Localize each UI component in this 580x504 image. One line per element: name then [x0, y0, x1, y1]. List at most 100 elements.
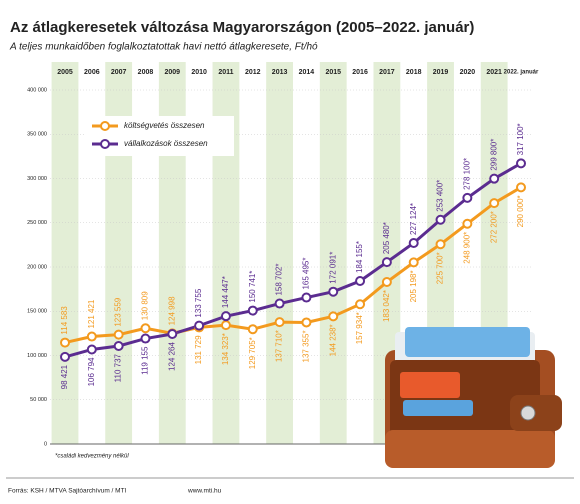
y-tick-label: 400 000 — [27, 87, 47, 93]
value-label: 183 042* — [382, 290, 391, 322]
stripe — [51, 62, 79, 444]
point — [220, 320, 231, 331]
value-label: 184 155* — [355, 241, 364, 273]
y-tick-label: 150 000 — [27, 309, 47, 315]
point — [328, 286, 339, 297]
point — [408, 257, 419, 268]
point — [140, 333, 151, 344]
point — [247, 324, 258, 335]
value-label: 137 710* — [275, 330, 284, 362]
value-label: 150 741* — [248, 271, 257, 303]
value-label: 134 323* — [221, 333, 230, 365]
x-tick-label: 2017 — [379, 69, 395, 76]
value-label: 165 495* — [302, 258, 311, 290]
point — [381, 277, 392, 288]
x-tick-label: 2014 — [299, 69, 315, 76]
point — [462, 218, 473, 229]
legend-marker — [100, 139, 110, 149]
value-label: 205 480* — [382, 222, 391, 254]
point — [381, 257, 392, 268]
point — [328, 311, 339, 322]
value-label: 225 700* — [436, 252, 445, 284]
legend: költségvetés összesen vállalkozások össze… — [84, 116, 234, 156]
plot: 2005 2006 2007 2008 2009 2010 2011 2012 2013 2014… — [27, 69, 539, 448]
point — [113, 340, 124, 351]
x-tick-label: 2021 — [486, 69, 502, 76]
point — [140, 323, 151, 334]
x-tick-label: 2012 — [245, 69, 261, 76]
value-label: 98 421 — [60, 364, 69, 389]
legend-label: költségvetés összesen — [124, 121, 205, 130]
y-tick-label: 200 000 — [27, 264, 47, 270]
x-tick-label: 2006 — [84, 69, 100, 76]
value-label: 119 155 — [141, 346, 150, 375]
stripe — [319, 62, 347, 444]
y-tick-label: 350 000 — [27, 132, 47, 138]
value-label: 253 400* — [436, 180, 445, 212]
note: *családi kedvezmény nélkül — [55, 454, 129, 460]
value-label: 144 447* — [221, 276, 230, 308]
point — [86, 344, 97, 355]
website: www.mti.hu — [187, 488, 222, 495]
point — [220, 311, 231, 322]
wallet-illustration — [385, 327, 562, 468]
x-tick-label: 2018 — [406, 69, 422, 76]
point — [489, 198, 500, 209]
point — [516, 158, 526, 169]
point — [408, 237, 419, 248]
point — [301, 292, 312, 303]
y-tick-label: 100 000 — [27, 353, 47, 359]
value-label: 317 100* — [516, 123, 525, 155]
point — [247, 305, 258, 316]
x-tick-label: 2007 — [111, 69, 127, 76]
point — [60, 351, 70, 362]
x-tick-label: 2011 — [218, 69, 233, 76]
point — [60, 337, 70, 348]
value-label: 299 800* — [489, 139, 498, 171]
value-label: 205 198* — [409, 270, 418, 302]
point — [355, 276, 366, 287]
value-label: 137 355* — [302, 330, 311, 362]
value-label: 157 934* — [355, 312, 364, 344]
stripe — [266, 62, 293, 444]
x-tick-label: 2008 — [138, 69, 154, 76]
x-tick-label: 2013 — [272, 69, 288, 76]
value-label: 227 124* — [409, 203, 418, 235]
x-tick-label: 2010 — [191, 69, 207, 76]
value-label: 272 200* — [489, 211, 498, 243]
x-tick-label: 2022. január — [504, 70, 539, 76]
x-tick-label: 2015 — [325, 69, 341, 76]
source: Forrás: KSH / MTVA Sajtóarchívum / MTI — [8, 488, 127, 495]
point — [274, 317, 285, 328]
value-label: 106 794 — [87, 357, 96, 386]
value-label: 144 238* — [328, 324, 337, 356]
value-label: 124 264 — [167, 341, 176, 370]
y-tick-label: 50 000 — [30, 397, 47, 403]
point — [86, 331, 97, 342]
y-tick-label: 300 000 — [27, 176, 47, 182]
point — [194, 320, 205, 331]
value-label: 124 998 — [167, 296, 176, 325]
y-tick-label: 0 — [44, 441, 47, 447]
value-label: 121 421 — [87, 299, 96, 328]
chart-subtitle: A teljes munkaidőben foglalkoztatottak h… — [9, 42, 318, 53]
point — [435, 239, 446, 250]
point — [435, 214, 446, 225]
value-label: 130 809 — [141, 291, 150, 320]
legend-marker — [100, 121, 110, 131]
point — [355, 299, 366, 310]
point — [167, 329, 178, 340]
point — [113, 329, 124, 340]
point — [489, 173, 500, 184]
value-label: 114 583 — [60, 306, 69, 335]
value-label: 158 702* — [275, 264, 284, 296]
value-label: 110 737 — [114, 353, 123, 382]
x-tick-label: 2005 — [57, 69, 73, 76]
value-label: 172 091* — [328, 252, 337, 284]
x-tick-label: 2019 — [433, 69, 449, 76]
y-tick-label: 250 000 — [27, 220, 47, 226]
chart-title: Az átlagkeresetek változása Magyarország… — [10, 19, 474, 36]
value-label: 248 900* — [462, 232, 471, 264]
x-tick-label: 2016 — [352, 69, 368, 76]
point — [516, 182, 526, 193]
